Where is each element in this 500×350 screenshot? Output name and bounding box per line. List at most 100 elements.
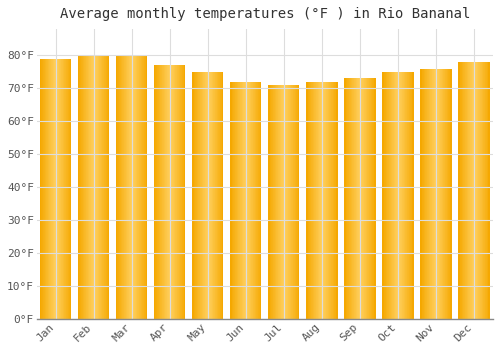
- Bar: [60, 59, 62, 319]
- Bar: [353, 78, 354, 319]
- Bar: [239, 82, 240, 319]
- Bar: [458, 62, 460, 319]
- Bar: [204, 72, 206, 319]
- Bar: [297, 85, 298, 319]
- Bar: [122, 55, 123, 319]
- Bar: [58, 59, 59, 319]
- Bar: [488, 62, 489, 319]
- Bar: [202, 72, 203, 319]
- Bar: [257, 82, 258, 319]
- Bar: [249, 82, 250, 319]
- Bar: [261, 82, 262, 319]
- Bar: [94, 55, 95, 319]
- Bar: [78, 55, 80, 319]
- Bar: [258, 82, 259, 319]
- Bar: [247, 82, 248, 319]
- Bar: [405, 72, 406, 319]
- Bar: [404, 72, 405, 319]
- Bar: [394, 72, 395, 319]
- Bar: [171, 65, 172, 319]
- Bar: [316, 82, 317, 319]
- Bar: [251, 82, 252, 319]
- Bar: [399, 72, 400, 319]
- Bar: [230, 82, 231, 319]
- Bar: [383, 72, 384, 319]
- Bar: [448, 69, 449, 319]
- Bar: [243, 82, 244, 319]
- Bar: [431, 69, 432, 319]
- Bar: [295, 85, 296, 319]
- Bar: [169, 65, 170, 319]
- Bar: [401, 72, 402, 319]
- Bar: [336, 82, 337, 319]
- Bar: [216, 72, 217, 319]
- Bar: [268, 85, 270, 319]
- Bar: [212, 72, 213, 319]
- Bar: [470, 62, 471, 319]
- Bar: [147, 55, 148, 319]
- Bar: [246, 82, 247, 319]
- Bar: [107, 55, 108, 319]
- Bar: [146, 55, 147, 319]
- Bar: [128, 55, 130, 319]
- Bar: [176, 65, 178, 319]
- Bar: [222, 72, 224, 319]
- Bar: [196, 72, 197, 319]
- Bar: [473, 62, 474, 319]
- Bar: [322, 82, 323, 319]
- Bar: [172, 65, 173, 319]
- Bar: [207, 72, 208, 319]
- Bar: [206, 72, 207, 319]
- Bar: [486, 62, 487, 319]
- Bar: [408, 72, 409, 319]
- Bar: [375, 78, 376, 319]
- Bar: [164, 65, 165, 319]
- Bar: [88, 55, 89, 319]
- Bar: [211, 72, 212, 319]
- Bar: [184, 65, 185, 319]
- Bar: [182, 65, 183, 319]
- Bar: [298, 85, 300, 319]
- Bar: [165, 65, 166, 319]
- Bar: [402, 72, 403, 319]
- Bar: [370, 78, 371, 319]
- Bar: [333, 82, 334, 319]
- Bar: [181, 65, 182, 319]
- Bar: [146, 55, 148, 319]
- Bar: [175, 65, 176, 319]
- Bar: [250, 82, 251, 319]
- Bar: [116, 55, 117, 319]
- Bar: [348, 78, 350, 319]
- Bar: [286, 85, 287, 319]
- Bar: [344, 78, 345, 319]
- Bar: [40, 59, 42, 319]
- Bar: [230, 82, 232, 319]
- Bar: [425, 69, 426, 319]
- Bar: [79, 55, 80, 319]
- Bar: [468, 62, 469, 319]
- Bar: [68, 59, 69, 319]
- Bar: [361, 78, 362, 319]
- Bar: [483, 62, 484, 319]
- Bar: [396, 72, 398, 319]
- Bar: [335, 82, 336, 319]
- Bar: [337, 82, 338, 319]
- Bar: [234, 82, 236, 319]
- Bar: [336, 82, 338, 319]
- Bar: [260, 82, 262, 319]
- Bar: [42, 59, 43, 319]
- Bar: [158, 65, 159, 319]
- Bar: [108, 55, 110, 319]
- Bar: [422, 69, 423, 319]
- Bar: [268, 85, 269, 319]
- Bar: [242, 82, 243, 319]
- Bar: [384, 72, 385, 319]
- Bar: [307, 82, 308, 319]
- Bar: [346, 78, 347, 319]
- Bar: [82, 55, 83, 319]
- Bar: [420, 69, 422, 319]
- Bar: [209, 72, 210, 319]
- Bar: [183, 65, 184, 319]
- Bar: [306, 82, 308, 319]
- Bar: [101, 55, 102, 319]
